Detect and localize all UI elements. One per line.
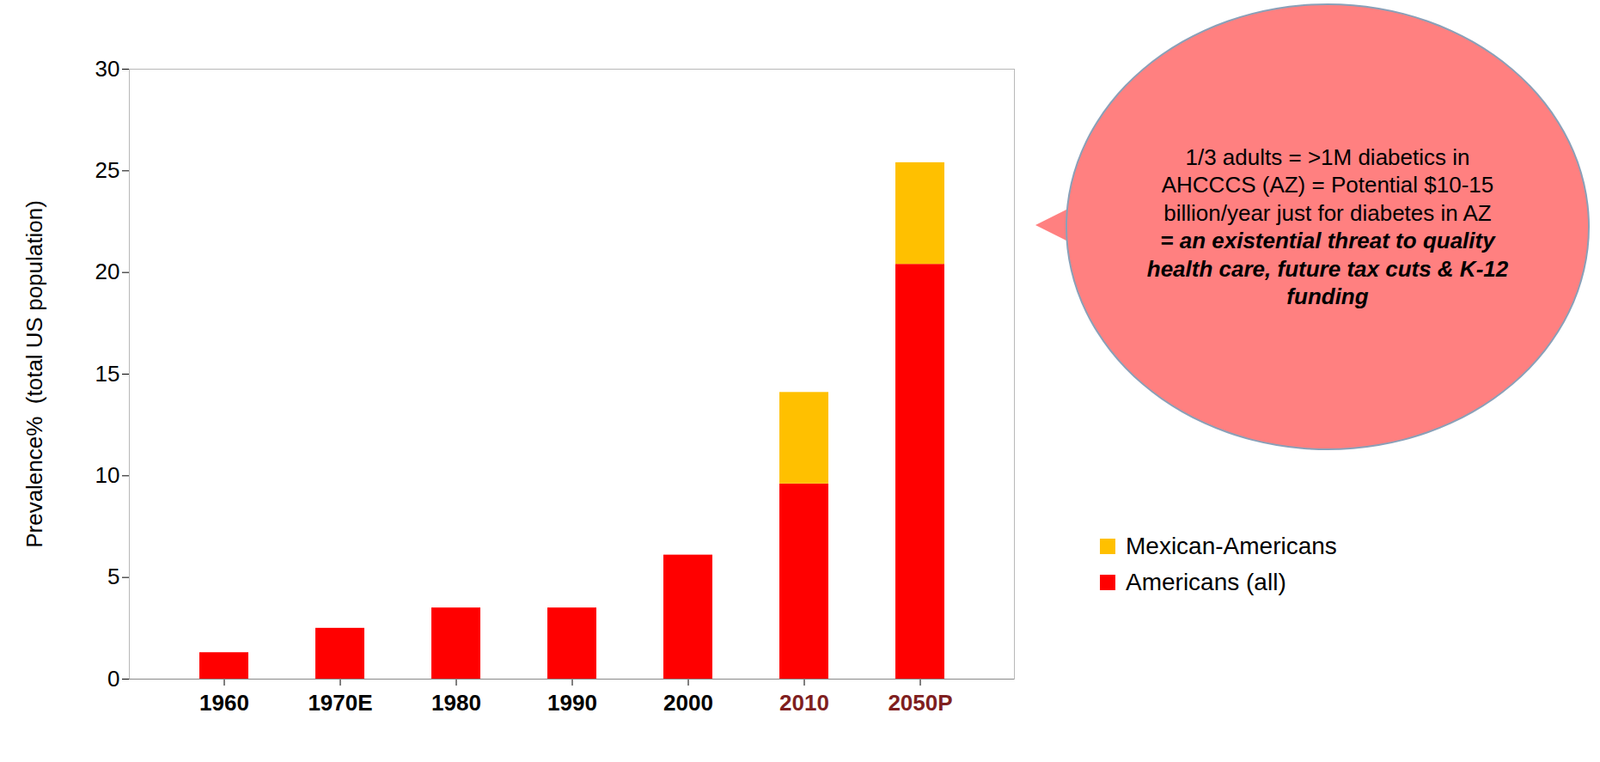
- svg-text:25: 25: [95, 157, 121, 184]
- svg-text:30: 30: [95, 55, 121, 82]
- svg-text:1970E: 1970E: [307, 690, 373, 716]
- svg-text:5: 5: [107, 563, 120, 590]
- html-text:Americans (all): Americans (all): [1125, 568, 1287, 596]
- svg-text:1990: 1990: [547, 690, 598, 716]
- svg-text:2050P: 2050P: [887, 690, 953, 716]
- html-text:1/3 adults = >1M diabetics in: 1/3 adults = >1M diabetics in AHCCCS (AZ…: [1161, 143, 1494, 226]
- svg-text:2000: 2000: [663, 690, 714, 716]
- svg-text:15: 15: [95, 360, 121, 387]
- html-text:Mexican-Americans: Mexican-Americans: [1125, 532, 1337, 560]
- svg-text:1960: 1960: [199, 690, 250, 716]
- svg-text:Prevalence% (total US populat: Prevalence% (total US population): [21, 200, 48, 549]
- svg-text:1980: 1980: [431, 690, 482, 716]
- svg-text:10: 10: [95, 462, 121, 489]
- svg-text:2010: 2010: [779, 690, 830, 716]
- svg-text:0: 0: [107, 665, 120, 692]
- svg-text:20: 20: [95, 258, 121, 285]
- html-text:= an existential threat to qua: = an existential threat to quality healt…: [1146, 227, 1509, 310]
